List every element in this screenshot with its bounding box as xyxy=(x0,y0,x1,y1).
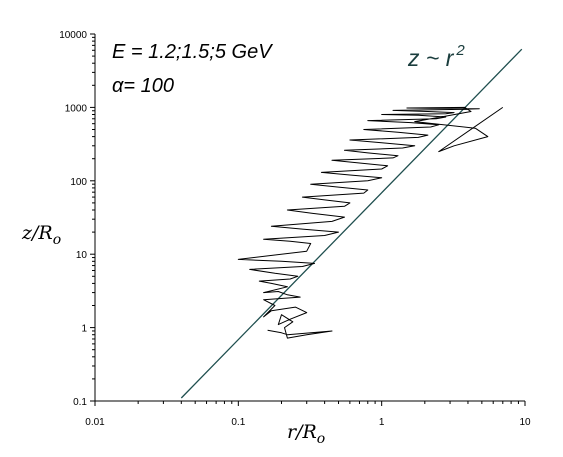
x-tick-label: 1 xyxy=(379,417,385,428)
alpha-annotation: α= 100 xyxy=(112,75,174,97)
x-tick-label: 0.1 xyxy=(231,417,245,428)
y-tick-label: 10000 xyxy=(59,30,87,41)
fit-line xyxy=(180,48,523,399)
x-axis-title: r/Ro xyxy=(287,421,325,447)
x-tick-label: 10 xyxy=(519,417,531,428)
y-axis-ticks: 0.1 1 10 100 1000 10000 xyxy=(59,30,95,408)
y-tick-label: 10 xyxy=(76,250,88,261)
x-axis-title-main: r/R xyxy=(287,421,317,443)
fit-label-exponent: 2 xyxy=(455,42,465,59)
x-axis-ticks: 0.01 0.1 1 10 xyxy=(85,401,531,428)
y-tick-label: 100 xyxy=(70,177,87,188)
y-tick-label: 0.1 xyxy=(73,397,87,408)
y-axis-title: z/Ro xyxy=(21,222,61,248)
y-tick-label: 1000 xyxy=(65,103,88,114)
x-tick-label: 0.01 xyxy=(85,417,105,428)
plot-frame xyxy=(94,34,525,402)
energy-annotation: E = 1.2;1.5;5 GeV xyxy=(112,41,273,63)
x-axis-title-subscript: o xyxy=(317,431,325,447)
trajectory-line xyxy=(237,106,504,339)
y-axis-title-subscript: o xyxy=(53,232,61,248)
series-layer xyxy=(180,48,523,399)
fit-label-main: z ~ r xyxy=(407,45,455,71)
y-axis-title-main: z/R xyxy=(21,222,53,244)
y-tick-label: 1 xyxy=(81,324,87,335)
